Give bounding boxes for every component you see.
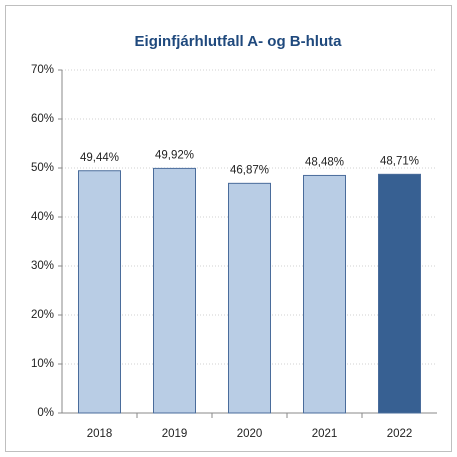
- y-tick-label: 70%: [31, 64, 54, 76]
- x-tick-label: 2018: [87, 428, 113, 440]
- y-tick-label: 10%: [31, 358, 54, 370]
- x-tick-label: 2021: [312, 428, 338, 440]
- bar: [78, 170, 121, 414]
- data-label: 48,71%: [380, 155, 419, 167]
- data-label: 46,87%: [230, 164, 269, 176]
- bar: [303, 174, 346, 414]
- y-tick-label: 0%: [37, 407, 54, 419]
- y-tick-label: 20%: [31, 309, 54, 321]
- y-tick-label: 30%: [31, 260, 54, 272]
- x-tick-label: 2019: [162, 428, 188, 440]
- data-label: 48,48%: [305, 156, 344, 168]
- y-tick-label: 60%: [31, 113, 54, 125]
- data-label: 49,44%: [80, 152, 119, 164]
- bar: [153, 167, 196, 414]
- bar: [228, 182, 271, 414]
- y-tick-label: 50%: [31, 162, 54, 174]
- bar: [378, 173, 421, 414]
- y-tick-label: 40%: [31, 211, 54, 223]
- data-label: 49,92%: [155, 149, 194, 161]
- x-tick-label: 2020: [237, 428, 263, 440]
- chart-title: Eiginfjárhlutfall A- og B-hluta: [135, 33, 343, 50]
- x-tick-label: 2022: [387, 428, 413, 440]
